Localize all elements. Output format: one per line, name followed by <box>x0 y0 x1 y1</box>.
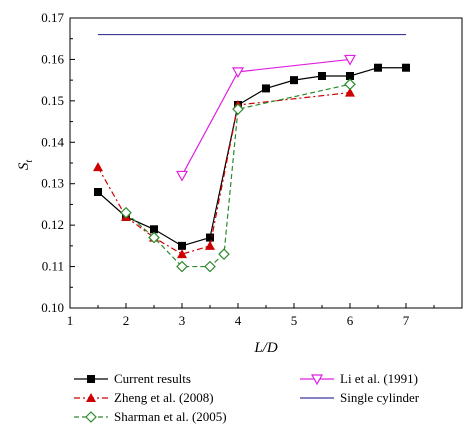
data-point <box>178 241 186 250</box>
legend-swatch-marker <box>86 393 96 402</box>
legend-item: Current results <box>74 371 191 386</box>
legend-swatch-marker <box>310 374 324 386</box>
axis-ticks: 1 2 3 4 5 6 7 0.10 0.11 0.12 0.13 0.14 0.15 0.16 0.17 <box>41 10 435 328</box>
legend-label: Sharman et al. (2005) <box>114 409 227 424</box>
legend-label: Single cylinder <box>340 390 420 405</box>
series-0 <box>94 63 410 250</box>
data-point <box>176 260 188 273</box>
y-axis-label-group: St <box>16 160 35 171</box>
data-point <box>318 72 326 80</box>
data-point <box>177 249 187 259</box>
data-point <box>290 76 298 85</box>
legend-swatch-marker <box>85 411 97 423</box>
x-tick-label: 1 <box>67 313 74 328</box>
y-axis-label-main: S <box>16 162 32 170</box>
x-tick-label: 5 <box>291 313 298 328</box>
plot-frame <box>69 17 463 309</box>
data-point <box>232 103 244 115</box>
data-point <box>94 188 102 196</box>
data-point <box>205 240 215 250</box>
data-point <box>262 84 270 93</box>
x-tick-label: 2 <box>123 313 130 328</box>
y-tick-label: 0.10 <box>41 300 64 315</box>
data-point <box>204 260 216 273</box>
series-3 <box>175 54 357 182</box>
legend: Current results Zheng et al. (2008) Sharma… <box>74 371 420 424</box>
y-tick-label: 0.16 <box>41 51 64 66</box>
x-tick-label: 6 <box>347 313 354 328</box>
data-point <box>346 72 354 80</box>
data-point <box>231 67 245 79</box>
data-point <box>93 162 103 172</box>
data-point <box>150 225 158 234</box>
data-point <box>120 206 132 219</box>
series-layer <box>93 33 410 273</box>
x-axis-label: L/D <box>253 340 278 356</box>
y-tick-label: 0.11 <box>42 259 64 274</box>
series-2 <box>120 78 356 273</box>
data-point <box>402 63 410 72</box>
x-tick-label: 4 <box>235 313 242 328</box>
legend-item: Li et al. (1991) <box>300 371 418 386</box>
data-point <box>218 248 230 260</box>
legend-item: Sharman et al. (2005) <box>74 409 227 424</box>
y-axis-label-sub: t <box>24 160 35 163</box>
data-point <box>343 54 357 66</box>
y-tick-label: 0.17 <box>41 10 64 25</box>
x-tick-label: 7 <box>403 313 410 328</box>
series-1 <box>93 87 355 259</box>
series-line <box>97 91 351 255</box>
legend-item: Single cylinder <box>300 390 420 405</box>
data-point <box>206 233 214 242</box>
legend-label: Li et al. (1991) <box>340 371 418 386</box>
legend-item: Zheng et al. (2008) <box>74 390 214 405</box>
legend-label: Zheng et al. (2008) <box>114 390 214 405</box>
data-point <box>344 78 356 91</box>
legend-swatch-marker <box>87 375 95 383</box>
series-line <box>97 67 406 247</box>
data-point <box>148 231 160 244</box>
x-tick-label: 3 <box>179 313 186 328</box>
data-point <box>175 170 189 182</box>
y-tick-label: 0.12 <box>41 217 64 232</box>
y-tick-label: 0.14 <box>41 134 64 149</box>
data-point <box>345 87 355 97</box>
legend-label: Current results <box>114 371 191 386</box>
y-tick-label: 0.15 <box>41 93 64 108</box>
y-axis-label: St <box>16 160 35 171</box>
y-tick-label: 0.13 <box>41 176 64 191</box>
data-point <box>374 63 382 72</box>
